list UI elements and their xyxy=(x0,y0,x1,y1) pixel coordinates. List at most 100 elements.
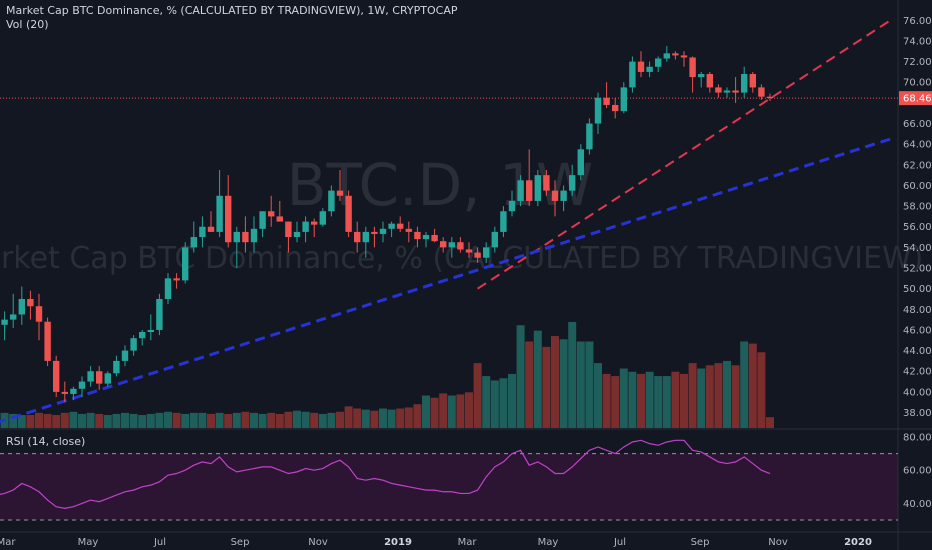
candle-body[interactable] xyxy=(190,237,197,248)
candle-body[interactable] xyxy=(577,149,584,176)
candle-body[interactable] xyxy=(698,73,705,78)
candle-body[interactable] xyxy=(285,221,292,238)
candle-body[interactable] xyxy=(569,175,576,191)
candle-body[interactable] xyxy=(500,211,507,232)
candle-body[interactable] xyxy=(276,216,283,222)
candle-body[interactable] xyxy=(87,371,94,382)
candle-body[interactable] xyxy=(457,242,464,250)
candle-body[interactable] xyxy=(379,228,387,234)
candle-body[interactable] xyxy=(354,231,361,243)
candle-body[interactable] xyxy=(371,231,378,234)
candle-body[interactable] xyxy=(440,241,447,248)
candle-body[interactable] xyxy=(517,180,524,201)
candle-body[interactable] xyxy=(121,350,129,361)
candle-body[interactable] xyxy=(207,226,215,232)
candle-body[interactable] xyxy=(250,228,258,243)
candle-body[interactable] xyxy=(10,314,17,320)
candle-body[interactable] xyxy=(1,319,8,325)
candle-body[interactable] xyxy=(758,87,765,97)
candle-body[interactable] xyxy=(293,231,301,238)
current-price-tag xyxy=(899,91,932,106)
blue-trendline[interactable] xyxy=(0,137,891,424)
rsi-indicator-label[interactable]: RSI (14, close) xyxy=(6,435,86,448)
candle-body[interactable] xyxy=(259,211,266,229)
candle-body[interactable] xyxy=(130,338,137,351)
candle-body[interactable] xyxy=(242,231,249,243)
price-tick-label: 72.00 xyxy=(903,57,932,68)
volume-bar xyxy=(740,341,749,428)
candle-body[interactable] xyxy=(637,61,645,72)
candle-body[interactable] xyxy=(491,231,498,248)
candle-body[interactable] xyxy=(199,226,206,238)
candle-body[interactable] xyxy=(715,87,722,93)
candle-body[interactable] xyxy=(620,87,627,112)
candle-body[interactable] xyxy=(483,247,490,258)
candle-body[interactable] xyxy=(44,321,51,361)
candle-body[interactable] xyxy=(689,57,696,78)
candle-body[interactable] xyxy=(723,90,731,93)
candle-body[interactable] xyxy=(70,388,77,394)
candle-body[interactable] xyxy=(336,190,344,196)
candle-body[interactable] xyxy=(18,298,25,315)
candle-body[interactable] xyxy=(311,221,318,225)
candle-body[interactable] xyxy=(173,278,180,281)
candle-body[interactable] xyxy=(732,90,739,93)
candle-body[interactable] xyxy=(560,190,567,201)
candle-body[interactable] xyxy=(156,298,163,330)
candle-body[interactable] xyxy=(551,190,559,201)
candle-body[interactable] xyxy=(766,96,774,99)
candle-body[interactable] xyxy=(35,306,43,322)
candle-body[interactable] xyxy=(612,104,619,112)
candle-body[interactable] xyxy=(629,61,636,88)
candle-body[interactable] xyxy=(113,360,120,374)
candle-body[interactable] xyxy=(104,373,111,384)
volume-bar xyxy=(413,404,422,428)
candle-body[interactable] xyxy=(741,73,748,93)
candle-body[interactable] xyxy=(362,231,369,243)
candle-body[interactable] xyxy=(225,195,232,243)
candle-body[interactable] xyxy=(78,381,86,389)
candle-body[interactable] xyxy=(405,228,412,232)
candle-body[interactable] xyxy=(139,332,146,339)
candle-body[interactable] xyxy=(672,53,679,56)
candle-body[interactable] xyxy=(603,97,610,105)
candle-body[interactable] xyxy=(397,223,404,229)
candle-body[interactable] xyxy=(319,211,326,225)
candle-body[interactable] xyxy=(646,66,653,72)
candle-body[interactable] xyxy=(465,249,473,253)
candle-body[interactable] xyxy=(594,97,602,124)
candle-body[interactable] xyxy=(534,175,541,201)
candle-body[interactable] xyxy=(328,190,335,212)
candle-body[interactable] xyxy=(448,242,455,248)
candle-body[interactable] xyxy=(706,73,713,88)
candle-body[interactable] xyxy=(96,371,103,384)
red-trendline[interactable] xyxy=(477,19,891,290)
candle-body[interactable] xyxy=(655,58,662,67)
candle-body[interactable] xyxy=(164,278,172,299)
candle-body[interactable] xyxy=(302,221,309,232)
candle-body[interactable] xyxy=(680,55,688,58)
candle-body[interactable] xyxy=(422,234,430,240)
candle-body[interactable] xyxy=(182,247,189,281)
volume-indicator-label[interactable]: Vol (20) xyxy=(6,18,49,31)
candle-body[interactable] xyxy=(345,195,352,232)
candle-body[interactable] xyxy=(268,211,275,217)
candle-body[interactable] xyxy=(749,73,756,88)
candle-body[interactable] xyxy=(474,252,481,258)
candle-body[interactable] xyxy=(543,175,550,191)
candle-body[interactable] xyxy=(431,234,438,242)
candle-body[interactable] xyxy=(27,298,34,307)
candle-body[interactable] xyxy=(216,195,223,232)
candle-body[interactable] xyxy=(508,200,516,212)
candle-body[interactable] xyxy=(61,391,68,394)
candle-body[interactable] xyxy=(147,329,154,333)
candle-body[interactable] xyxy=(388,223,395,229)
candle-body[interactable] xyxy=(414,231,421,240)
candle-body[interactable] xyxy=(586,123,593,150)
candle-body[interactable] xyxy=(526,180,533,201)
candle-body[interactable] xyxy=(663,53,670,59)
candle-body[interactable] xyxy=(233,231,240,243)
volume-bar xyxy=(17,415,26,428)
candle-body[interactable] xyxy=(53,360,60,392)
